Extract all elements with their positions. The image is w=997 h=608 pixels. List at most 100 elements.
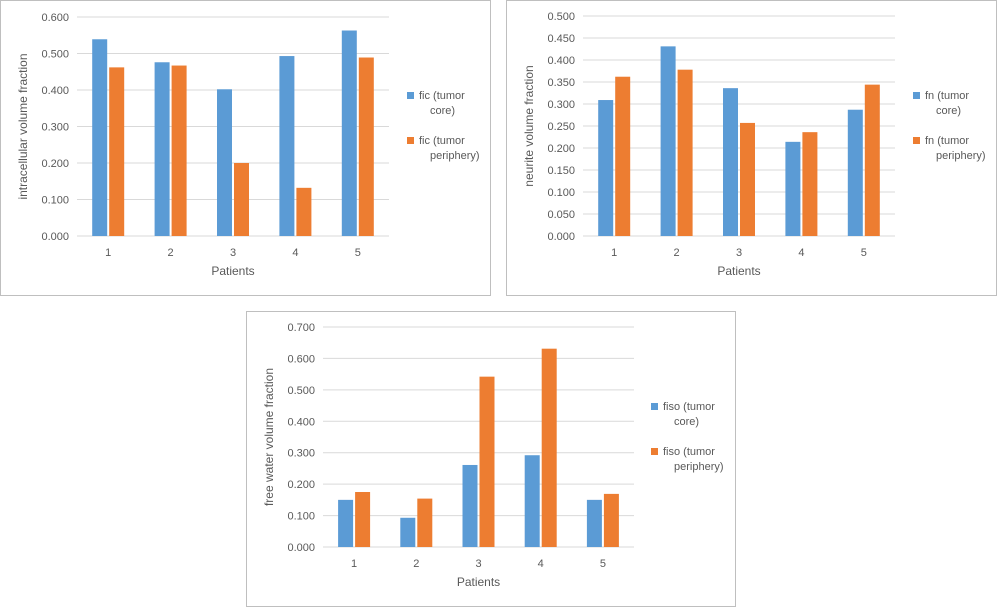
bar-core-patient-3 [723, 88, 738, 236]
y-tick-label: 0.150 [547, 165, 575, 177]
x-tick-label: 5 [600, 558, 606, 570]
bar-periphery-patient-1 [615, 76, 631, 236]
bar-core-patient-5 [586, 499, 602, 547]
bar-periphery-patient-4 [541, 348, 557, 547]
bar-periphery-patient-2 [171, 65, 187, 236]
chart-neurite-svg: 0.000 0.050 0.100 0.150 0.200 0.250 0.300 0.350… [522, 11, 986, 278]
chart-intracellular-svg: 0.000 0.100 0.200 0.300 0.400 0.500 0.600 1 2 3 4 5… [16, 12, 480, 278]
y-tick-label: 0.400 [41, 85, 69, 97]
legend-label-line2: core) [430, 105, 455, 117]
y-tick-label: 0.400 [287, 416, 315, 428]
x-axis-label: Patients [211, 264, 254, 278]
bar-periphery-patient-2 [677, 69, 693, 237]
y-tick-label: 0.500 [41, 49, 69, 61]
y-tick-label: 0.300 [547, 99, 575, 111]
bar-periphery-patient-1 [109, 67, 125, 237]
y-tick-label: 0.700 [287, 322, 315, 334]
legend-label: fn (tumor [925, 90, 969, 102]
legend-swatch-periphery [651, 448, 658, 455]
bar-core-patient-2 [400, 517, 416, 547]
legend-label: fic (tumor [419, 135, 465, 147]
bar-periphery-patient-4 [296, 187, 312, 236]
legend-label: fn (tumor [925, 135, 969, 147]
y-tick-label: 0.500 [287, 385, 315, 397]
x-tick-label: 3 [475, 558, 481, 570]
y-tick-label: 0.200 [41, 158, 69, 170]
x-tick-label: 1 [351, 558, 357, 570]
bar-periphery-patient-3 [234, 163, 249, 236]
x-tick-label: 3 [230, 247, 236, 259]
legend-swatch-periphery [913, 137, 920, 144]
bar-periphery-patient-3 [740, 122, 755, 236]
bar-periphery-patient-5 [864, 84, 880, 236]
bar-core-patient-4 [279, 56, 295, 237]
chart-neurite: 0.000 0.050 0.100 0.150 0.200 0.250 0.300 0.350… [506, 0, 997, 296]
legend-label-line2: periphery) [674, 461, 724, 473]
y-tick-label: 0.400 [547, 55, 575, 67]
y-axis-label: intracellular volume fraction [16, 53, 30, 199]
bar-core-patient-4 [785, 141, 801, 236]
y-tick-label: 0.000 [287, 542, 315, 554]
legend-label: fic (tumor [419, 90, 465, 102]
y-tick-label: 0.300 [287, 448, 315, 460]
legend-swatch-periphery [407, 137, 414, 144]
bar-core-patient-4 [524, 455, 540, 547]
legend-label-line2: periphery) [430, 150, 480, 162]
y-tick-label: 0.050 [547, 209, 575, 221]
bar-core-patient-1 [338, 499, 354, 547]
x-axis-label: Patients [457, 575, 500, 589]
y-tick-label: 0.000 [547, 231, 575, 243]
bar-core-patient-1 [92, 39, 108, 236]
legend-label-line2: core) [674, 416, 699, 428]
bar-core-patient-5 [341, 30, 357, 236]
y-tick-label: 0.500 [547, 11, 575, 23]
bar-core-patient-5 [847, 109, 863, 236]
bar-core-patient-2 [660, 46, 676, 236]
y-axis-label: free water volume fraction [262, 368, 276, 506]
legend-swatch-core [651, 403, 658, 410]
bar-core-patient-3 [217, 89, 232, 237]
x-tick-label: 1 [105, 247, 111, 259]
y-tick-label: 0.450 [547, 33, 575, 45]
y-tick-label: 0.100 [287, 511, 315, 523]
bar-periphery-patient-5 [603, 493, 619, 547]
bar-core-patient-3 [462, 464, 478, 547]
y-tick-label: 0.200 [287, 479, 315, 491]
y-tick-label: 0.100 [41, 195, 69, 207]
y-axis-label: neurite volume fraction [522, 65, 536, 186]
x-tick-label: 5 [355, 247, 361, 259]
bar-periphery-patient-4 [802, 132, 818, 236]
y-tick-label: 0.250 [547, 121, 575, 133]
x-tick-label: 2 [674, 247, 680, 259]
legend-swatch-core [407, 92, 414, 99]
y-tick-label: 0.100 [547, 187, 575, 199]
y-tick-label: 0.000 [41, 231, 69, 243]
x-axis-label: Patients [717, 264, 760, 278]
y-tick-label: 0.300 [41, 122, 69, 134]
bar-periphery-patient-3 [479, 376, 495, 547]
x-tick-label: 3 [736, 247, 742, 259]
chart-free-water-svg: 0.000 0.100 0.200 0.300 0.400 0.500 0.600 0.700… [262, 322, 724, 589]
bar-core-patient-1 [598, 100, 614, 236]
legend-label: fiso (tumor [663, 446, 715, 458]
x-tick-label: 4 [292, 247, 298, 259]
x-tick-label: 2 [168, 247, 174, 259]
x-tick-label: 2 [413, 558, 419, 570]
chart-free-water: 0.000 0.100 0.200 0.300 0.400 0.500 0.600 0.700… [246, 311, 736, 607]
chart-intracellular: 0.000 0.100 0.200 0.300 0.400 0.500 0.600 1 2 3 4 5… [0, 0, 491, 296]
x-tick-label: 4 [798, 247, 804, 259]
y-tick-label: 0.200 [547, 143, 575, 155]
x-tick-label: 5 [861, 247, 867, 259]
y-tick-label: 0.350 [547, 77, 575, 89]
y-tick-label: 0.600 [41, 12, 69, 24]
bar-core-patient-2 [154, 62, 170, 237]
bar-periphery-patient-2 [417, 498, 433, 547]
legend-label: fiso (tumor [663, 401, 715, 413]
y-tick-label: 0.600 [287, 353, 315, 365]
legend-label-line2: core) [936, 105, 961, 117]
bar-periphery-patient-1 [355, 492, 371, 547]
legend-label-line2: periphery) [936, 150, 986, 162]
x-tick-label: 4 [538, 558, 544, 570]
bar-periphery-patient-5 [358, 57, 374, 236]
legend-swatch-core [913, 92, 920, 99]
